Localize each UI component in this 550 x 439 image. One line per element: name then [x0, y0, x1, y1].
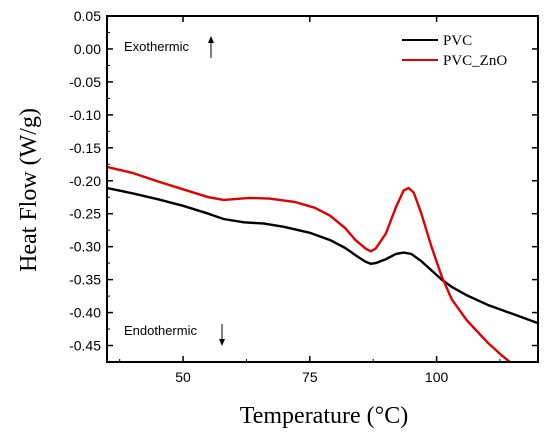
plot-frame [106, 15, 539, 363]
y-tick-label: -0.30 [69, 239, 101, 255]
x-tick-label: 100 [425, 369, 449, 385]
series-line-pvc-zno [107, 165, 512, 362]
y-tick-label: -0.05 [69, 74, 101, 90]
legend-label-pvc-zno: PVC_ZnO [443, 53, 507, 69]
down-arrow-icon [219, 324, 225, 346]
y-tick-label: -0.35 [69, 272, 101, 288]
x-tick-labels: 50 75 100 [175, 369, 448, 385]
x-tick-label: 50 [175, 369, 191, 385]
x-axis-title: Temperature (°C) [240, 403, 409, 429]
y-tick-label: -0.10 [69, 107, 101, 123]
y-tick-label: -0.15 [69, 140, 101, 156]
y-axis-title: Heat Flow (W/g) [16, 108, 42, 272]
y-tick-label: 0.05 [74, 8, 101, 24]
series-lines [107, 165, 538, 362]
y-tick-labels: 0.05 0.00 -0.05 -0.10 -0.15 -0.20 -0.25 -0.30 -0… [69, 8, 101, 354]
exothermic-label: Exothermic [124, 39, 190, 54]
y-tick-label: 0.00 [74, 41, 101, 57]
endothermic-label: Endothermic [124, 323, 197, 338]
y-tick-label: -0.25 [69, 206, 101, 222]
y-tick-label: -0.20 [69, 173, 101, 189]
legend: PVC PVC_ZnO [402, 33, 507, 69]
up-arrow-icon [208, 36, 214, 58]
y-tick-label: -0.45 [69, 338, 101, 354]
series-line-pvc [107, 186, 538, 325]
y-tick-label: -0.40 [69, 305, 101, 321]
x-tick-label: 75 [302, 369, 318, 385]
legend-label-pvc: PVC [443, 33, 472, 49]
